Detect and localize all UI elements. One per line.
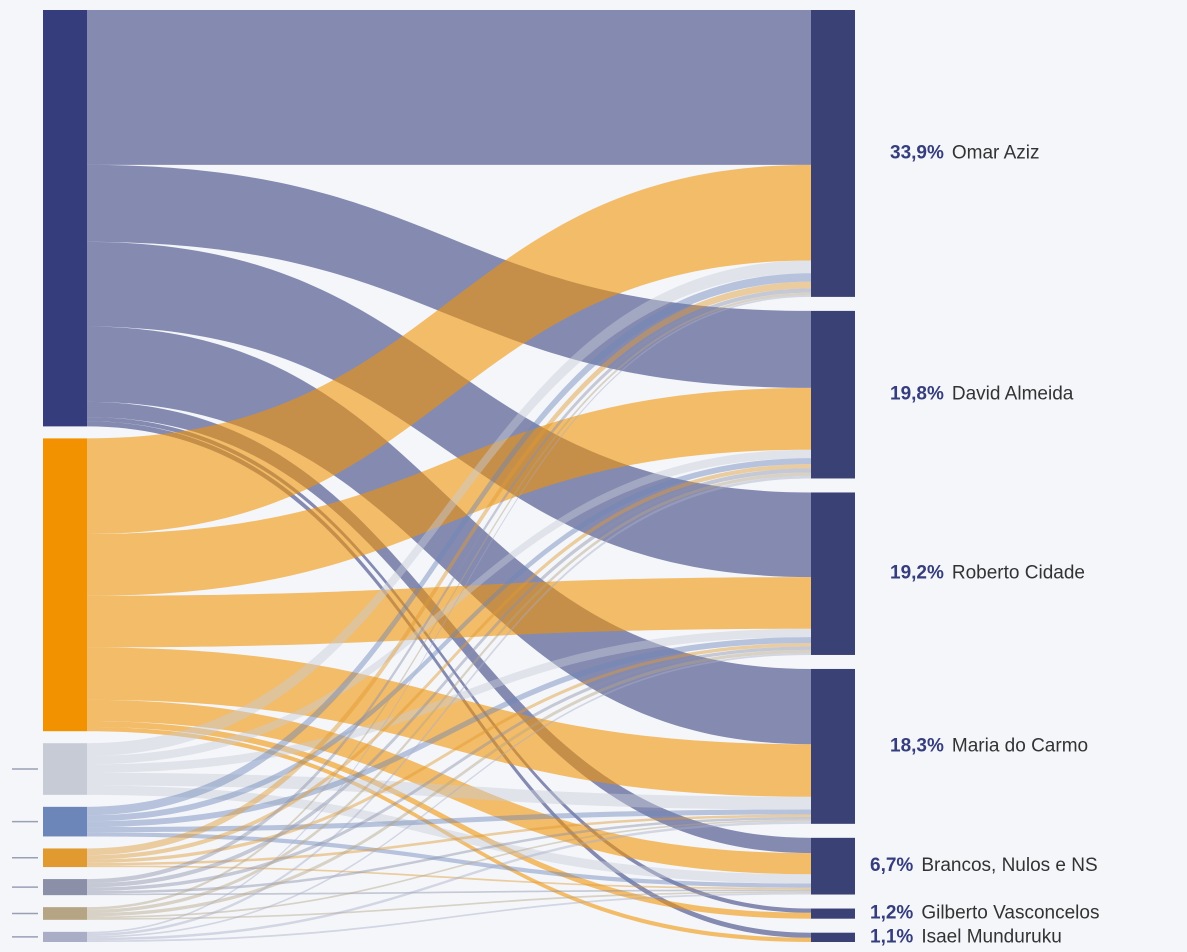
link (87, 646, 811, 891)
target-node (811, 310, 855, 479)
link (87, 10, 811, 165)
source-node (43, 931, 87, 942)
link (87, 772, 811, 810)
link (87, 628, 811, 773)
link (87, 817, 811, 894)
link (87, 417, 811, 913)
link (87, 472, 811, 914)
link (87, 649, 811, 917)
target-value-label: 33,9% (890, 142, 944, 163)
target-label: 19,8% David Almeida (890, 384, 1074, 405)
target-node (811, 837, 855, 895)
link (87, 721, 811, 919)
target-name: Maria do Carmo (952, 735, 1088, 756)
target-node (811, 932, 855, 942)
link (87, 295, 811, 934)
link (87, 889, 811, 896)
target-label: 1,1% Isael Munduruku (870, 927, 1062, 948)
link (87, 164, 811, 388)
link (87, 449, 811, 765)
link (87, 458, 811, 822)
target-value-label: 19,8% (890, 384, 944, 405)
link (87, 653, 811, 938)
link (87, 891, 811, 920)
source-node (43, 806, 87, 837)
link (87, 292, 811, 910)
source-node (43, 907, 87, 920)
target-node (811, 668, 855, 824)
target-name: David Almeida (952, 384, 1074, 405)
target-name: Omar Aziz (952, 142, 1040, 163)
link (87, 809, 811, 833)
target-node (811, 10, 855, 297)
link (87, 643, 811, 863)
target-label: 1,2% Gilberto Vasconcelos (870, 903, 1099, 924)
link (87, 475, 811, 937)
target-value-label: 19,2% (890, 563, 944, 584)
link (87, 421, 811, 938)
link (87, 260, 811, 756)
target-label: 6,7% Brancos, Nulos e NS (870, 855, 1098, 876)
link (87, 464, 811, 860)
target-name: Brancos, Nulos e NS (921, 855, 1097, 876)
links (87, 10, 811, 942)
link (87, 726, 811, 942)
link (87, 637, 811, 828)
target-value-label: 1,1% (870, 927, 913, 948)
link (87, 387, 811, 596)
target-value-label: 6,7% (870, 855, 913, 876)
link (87, 832, 811, 888)
target-node (811, 492, 855, 655)
link (87, 281, 811, 856)
link (87, 468, 811, 888)
link (87, 273, 811, 816)
target-label: 19,2% Roberto Cidade (890, 563, 1085, 584)
target-name: Roberto Cidade (952, 563, 1085, 584)
target-name: Gilberto Vasconcelos (921, 903, 1099, 924)
source-node (43, 879, 87, 896)
source-node (43, 743, 87, 795)
target-label: 33,9% Omar Aziz (890, 142, 1040, 163)
link (87, 288, 811, 884)
link (87, 647, 811, 797)
source-node (43, 848, 87, 868)
target-label: 18,3% Maria do Carmo (890, 735, 1088, 756)
link (87, 577, 811, 648)
link (87, 865, 811, 890)
link (87, 785, 811, 884)
link (87, 892, 811, 942)
link (87, 819, 811, 919)
link (87, 164, 811, 535)
link (87, 821, 811, 941)
target-value-label: 1,2% (870, 903, 913, 924)
link (87, 814, 811, 866)
target-name: Isael Munduruku (921, 927, 1061, 948)
target-value-label: 18,3% (890, 735, 944, 756)
source-node (43, 438, 87, 732)
link (87, 699, 811, 875)
link (87, 241, 811, 578)
source-node (43, 10, 87, 427)
target-node (811, 908, 855, 919)
